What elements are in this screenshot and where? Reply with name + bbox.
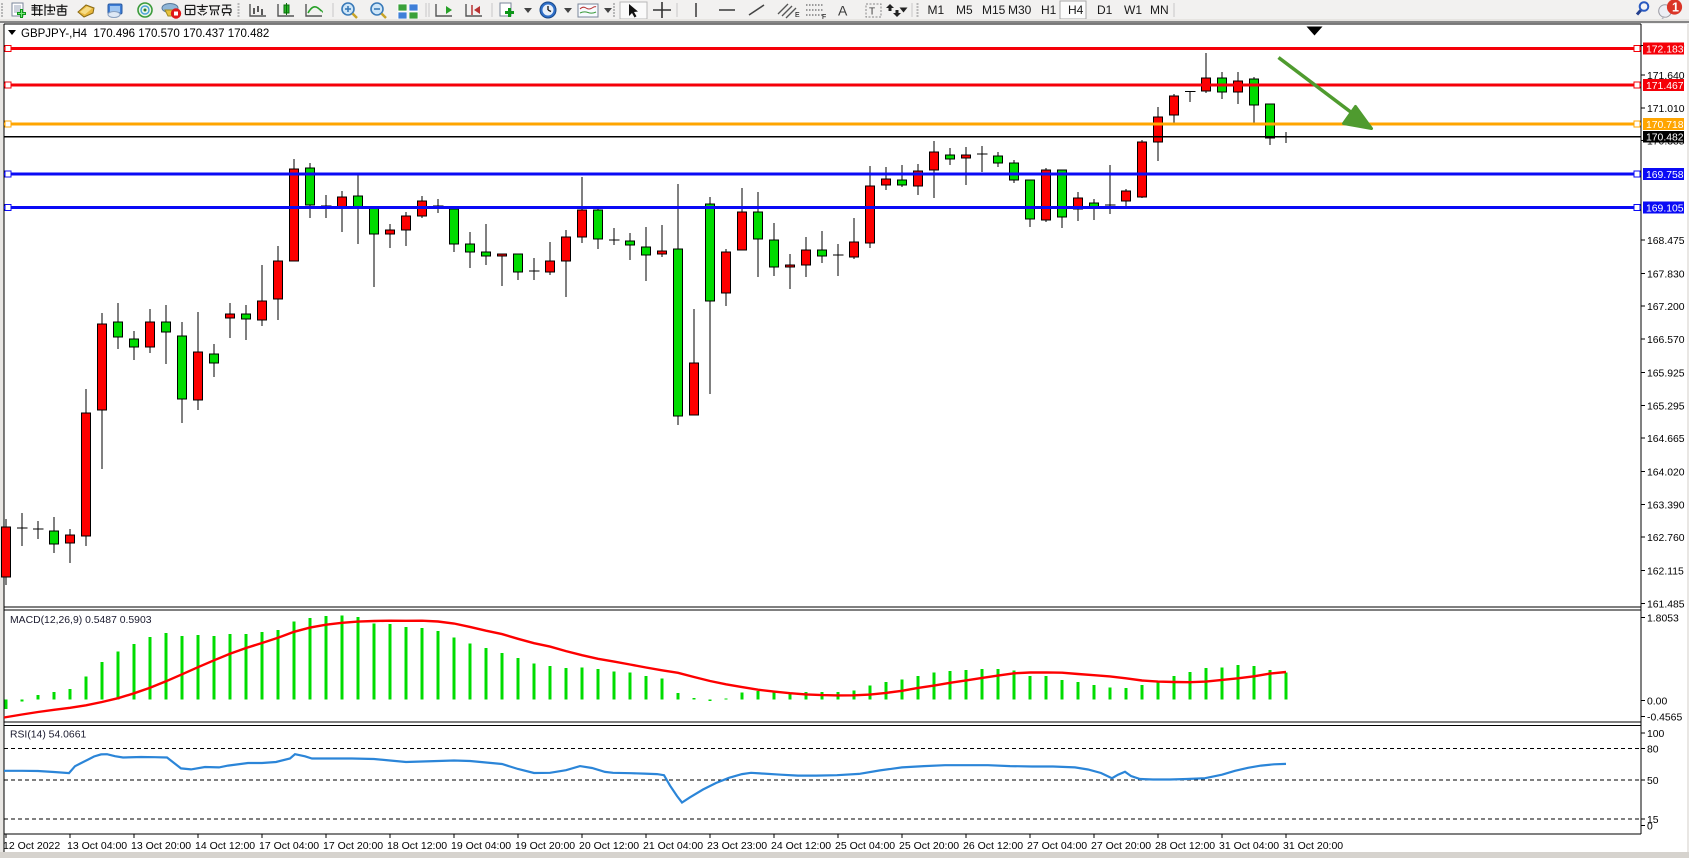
svg-text:1: 1 [1672, 1, 1679, 15]
svg-text:100: 100 [1647, 729, 1665, 740]
svg-text:F: F [822, 14, 826, 19]
svg-text:26 Oct 12:00: 26 Oct 12:00 [963, 840, 1023, 852]
svg-text:D1: D1 [1097, 3, 1113, 17]
svg-text:168.475: 168.475 [1647, 236, 1685, 247]
svg-text:170.718: 170.718 [1646, 120, 1684, 131]
svg-text:H1: H1 [1041, 3, 1057, 17]
svg-text:0.00: 0.00 [1647, 697, 1667, 708]
svg-text:31 Oct 04:00: 31 Oct 04:00 [1219, 840, 1279, 852]
svg-text:W1: W1 [1124, 3, 1142, 17]
svg-text:80: 80 [1647, 744, 1659, 755]
svg-text:23 Oct 23:00: 23 Oct 23:00 [707, 840, 767, 852]
svg-text:28 Oct 12:00: 28 Oct 12:00 [1155, 840, 1215, 852]
svg-text:RSI(14) 54.0661: RSI(14) 54.0661 [10, 730, 86, 741]
svg-text:19 Oct 20:00: 19 Oct 20:00 [515, 840, 575, 852]
svg-text:13 Oct 04:00: 13 Oct 04:00 [67, 840, 127, 852]
svg-text:H4: H4 [1068, 3, 1084, 17]
svg-text:-0.4565: -0.4565 [1647, 713, 1682, 724]
svg-text:27 Oct 20:00: 27 Oct 20:00 [1091, 840, 1151, 852]
svg-text:167.200: 167.200 [1647, 302, 1685, 313]
svg-text:24 Oct 12:00: 24 Oct 12:00 [771, 840, 831, 852]
svg-text:25 Oct 20:00: 25 Oct 20:00 [899, 840, 959, 852]
svg-text:165.925: 165.925 [1647, 369, 1685, 380]
svg-text:17 Oct 04:00: 17 Oct 04:00 [259, 840, 319, 852]
svg-text:170.482: 170.482 [1646, 133, 1684, 144]
svg-text:161.485: 161.485 [1647, 599, 1685, 610]
svg-text:15: 15 [1647, 815, 1659, 826]
svg-text:A: A [838, 3, 848, 19]
svg-text:21 Oct 04:00: 21 Oct 04:00 [643, 840, 703, 852]
svg-text:M30: M30 [1008, 3, 1032, 17]
svg-text:169.105: 169.105 [1646, 204, 1684, 215]
svg-text:50: 50 [1647, 776, 1659, 787]
svg-text:14 Oct 12:00: 14 Oct 12:00 [195, 840, 255, 852]
svg-text:171.010: 171.010 [1647, 104, 1685, 115]
svg-text:162.760: 162.760 [1647, 533, 1685, 544]
svg-text:13 Oct 20:00: 13 Oct 20:00 [131, 840, 191, 852]
svg-text:166.570: 166.570 [1647, 335, 1685, 346]
svg-text:25 Oct 04:00: 25 Oct 04:00 [835, 840, 895, 852]
svg-text:164.020: 164.020 [1647, 468, 1685, 479]
svg-text:164.665: 164.665 [1647, 434, 1685, 445]
svg-text:172.183: 172.183 [1646, 45, 1684, 56]
svg-text:1.8053: 1.8053 [1647, 613, 1679, 624]
svg-text:169.758: 169.758 [1646, 170, 1684, 181]
svg-text:12 Oct 2022: 12 Oct 2022 [3, 840, 60, 852]
svg-text:162.115: 162.115 [1647, 567, 1684, 578]
svg-text:MN: MN [1150, 3, 1169, 17]
svg-text:163.390: 163.390 [1647, 500, 1685, 511]
svg-text:M1: M1 [928, 3, 945, 17]
svg-text:M5: M5 [956, 3, 973, 17]
svg-text:E: E [795, 12, 800, 19]
svg-text:GBPJPY-,H4 170.496 170.570 17: GBPJPY-,H4 170.496 170.570 170.437 170.4… [21, 28, 269, 40]
svg-text:M15: M15 [982, 3, 1006, 17]
svg-text:27 Oct 04:00: 27 Oct 04:00 [1027, 840, 1087, 852]
svg-text:19 Oct 04:00: 19 Oct 04:00 [451, 840, 511, 852]
svg-text:167.830: 167.830 [1647, 269, 1685, 280]
svg-text:0: 0 [1647, 822, 1653, 833]
svg-text:18 Oct 12:00: 18 Oct 12:00 [387, 840, 447, 852]
svg-text:20 Oct 12:00: 20 Oct 12:00 [579, 840, 639, 852]
svg-text:17 Oct 20:00: 17 Oct 20:00 [323, 840, 383, 852]
svg-text:171.467: 171.467 [1646, 81, 1684, 92]
svg-text:T: T [869, 7, 875, 18]
svg-text:165.295: 165.295 [1647, 401, 1685, 412]
svg-text:171.640: 171.640 [1647, 71, 1685, 82]
svg-text:MACD(12,26,9) 0.5487 0.5903: MACD(12,26,9) 0.5487 0.5903 [10, 615, 152, 626]
svg-text:31 Oct 20:00: 31 Oct 20:00 [1283, 840, 1343, 852]
